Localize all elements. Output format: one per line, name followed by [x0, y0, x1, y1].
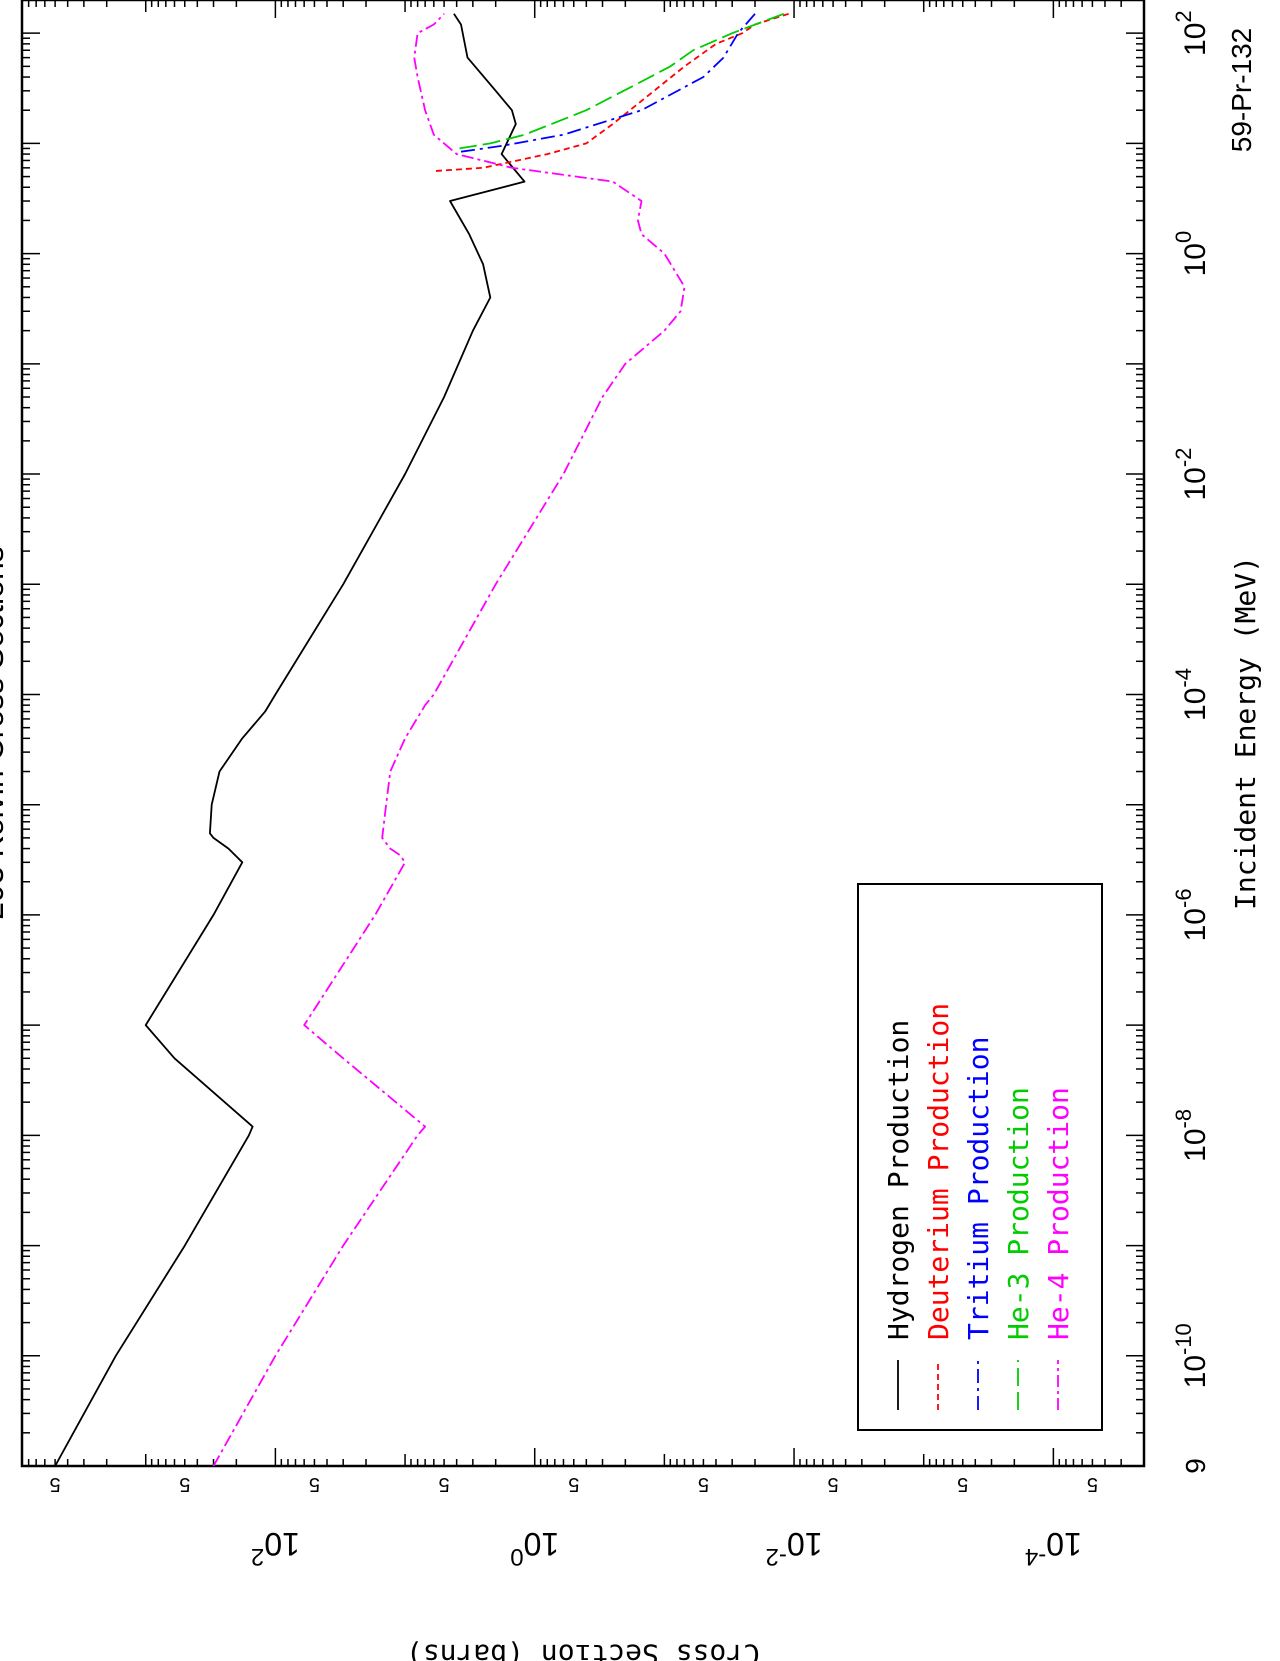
y-minor-tick-label: 5 — [309, 1473, 320, 1495]
svg-text:10-6: 10-6 — [1171, 888, 1212, 941]
x-tick-label: 10-10 — [1171, 1323, 1212, 1388]
legend-label: He-4 Production — [1042, 1087, 1075, 1340]
y-tick-label: 10-2 — [766, 1526, 823, 1570]
x-tick-label: 9 — [1180, 1458, 1211, 1474]
legend-label: Tritium Production — [962, 1037, 995, 1340]
y-minor-tick-label: 5 — [1087, 1473, 1098, 1495]
y-minor-tick-label: 5 — [568, 1473, 579, 1495]
series-line-5 — [212, 13, 686, 1466]
svg-text:10-4: 10-4 — [1025, 1526, 1082, 1570]
y-minor-tick-label: 5 — [698, 1473, 709, 1495]
x-tick-label: 100 — [1171, 231, 1212, 277]
svg-text:10-2: 10-2 — [766, 1526, 823, 1570]
y-minor-tick-label: 5 — [828, 1473, 839, 1495]
x-tick-label: 10-2 — [1171, 448, 1212, 501]
y-minor-tick-label: 5 — [50, 1473, 61, 1495]
series-lines — [54, 12, 789, 1466]
x-axis-label: Incident Energy (MeV) — [1229, 556, 1262, 910]
material-label: 59-Pr-132 — [1226, 28, 1257, 153]
series-line-2 — [433, 12, 789, 172]
x-tick-label: 102 — [1171, 10, 1212, 56]
x-tick-label: 10-4 — [1171, 668, 1212, 721]
svg-text:10-2: 10-2 — [1171, 448, 1212, 501]
svg-text:10-10: 10-10 — [1171, 1323, 1212, 1388]
y-minor-tick-label: 5 — [439, 1473, 450, 1495]
plot-frame — [20, 0, 1146, 1468]
tick-marks — [21, 0, 1145, 1467]
svg-text:10-4: 10-4 — [1171, 668, 1212, 721]
series-line-4 — [459, 12, 785, 150]
tick-labels: 10-10 10-8 10-6 10-4 10-2 100 102 9 10-4 10-2 100 1… — [50, 10, 1212, 1570]
chart-title: 293 Kelvin Cross Sections — [0, 546, 10, 920]
y-axis-label: Cross Section (barns) — [406, 1638, 760, 1661]
series-line-1 — [54, 13, 526, 1466]
legend-label: Deuterium Production — [922, 1003, 955, 1340]
svg-text:100: 100 — [1171, 231, 1212, 277]
y-tick-label: 102 — [251, 1526, 300, 1570]
svg-text:102: 102 — [251, 1526, 300, 1570]
y-minor-tick-label: 5 — [179, 1473, 190, 1495]
svg-text:100: 100 — [510, 1526, 559, 1570]
y-minor-tick-label: 5 — [957, 1473, 968, 1495]
x-tick-label: 10-6 — [1171, 888, 1212, 941]
y-tick-label: 100 — [510, 1526, 559, 1570]
legend-box — [857, 883, 1103, 1431]
svg-text:10-8: 10-8 — [1171, 1109, 1212, 1162]
legend-label: He-3 Production — [1002, 1087, 1035, 1340]
legend-label: Hydrogen Production — [882, 1020, 915, 1340]
series-line-3 — [456, 13, 756, 154]
x-tick-label: 10-8 — [1171, 1109, 1212, 1162]
svg-text:102: 102 — [1171, 10, 1212, 56]
y-tick-label: 10-4 — [1025, 1526, 1082, 1570]
legend: Hydrogen Production Deuterium Production T… — [857, 883, 1103, 1431]
